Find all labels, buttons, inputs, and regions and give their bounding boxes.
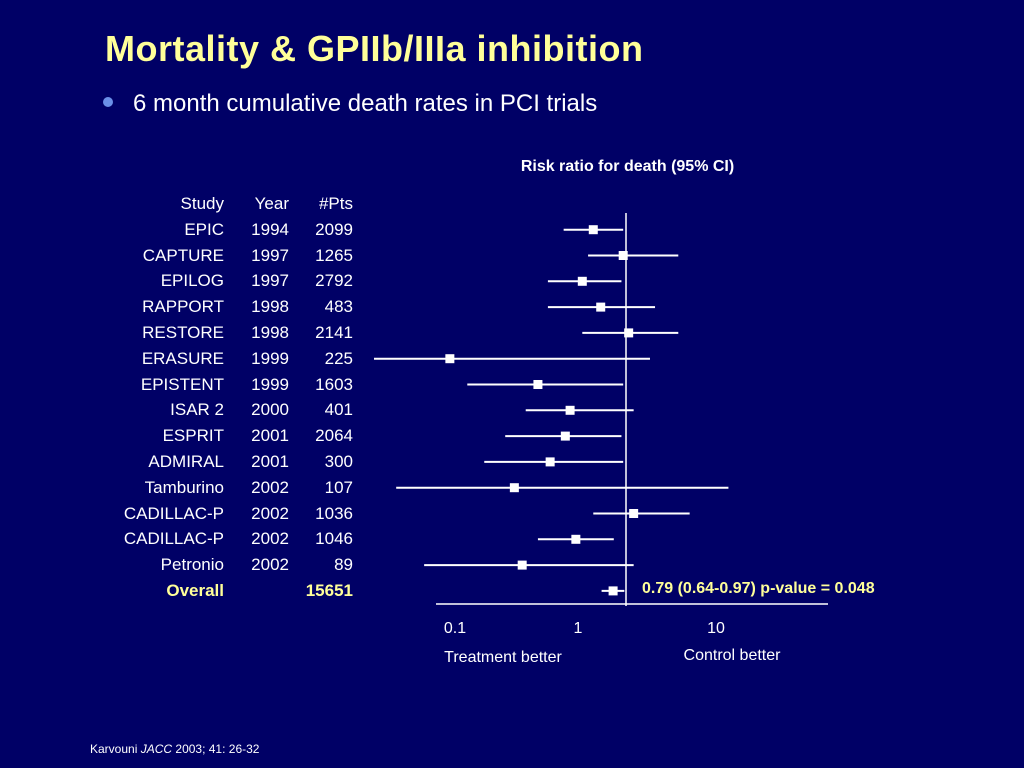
cell-pts: 1036: [315, 503, 353, 523]
cell-year: 2002: [251, 555, 289, 575]
cell-year: 2001: [251, 426, 289, 446]
cell-year: 2002: [251, 503, 289, 523]
cell-study: RAPPORT: [142, 297, 224, 317]
cell-year: 1994: [251, 219, 289, 239]
cell-study: ERASURE: [141, 348, 224, 368]
x-tick-label: 0.1: [444, 620, 466, 637]
citation-ref: 2003; 41: 26-32: [172, 742, 260, 756]
cell-study: EPIC: [184, 219, 224, 239]
cell-pts: 2064: [315, 426, 353, 446]
cell-pts: 1046: [315, 529, 353, 549]
cell-year: 1999: [251, 374, 289, 394]
x-tick-label: 10: [707, 620, 725, 637]
cell-year: 1999: [251, 348, 289, 368]
cell-study: EPILOG: [160, 271, 224, 291]
cell-pts: 107: [324, 477, 353, 497]
citation: Karvouni JACC 2003; 41: 26-32: [90, 742, 259, 756]
bullet-text: 6 month cumulative death rates in PCI tr…: [133, 90, 598, 117]
cell-study: RESTORE: [142, 322, 224, 342]
header-study: Study: [180, 194, 224, 213]
cell-study: ESPRIT: [162, 426, 224, 446]
cell-pts: 2141: [315, 322, 353, 342]
cell-pts: 89: [334, 555, 353, 575]
treatment-better-label: Treatment better: [444, 649, 562, 666]
slide-title: Mortality & GPIIb/IIIa inhibition: [105, 28, 644, 69]
cell-year: 2002: [251, 477, 289, 497]
cell-pts: 2792: [315, 271, 353, 291]
cell-study: Petronio: [160, 555, 224, 575]
control-better-label: Control better: [684, 647, 782, 664]
bullet-dot-icon: [103, 96, 113, 107]
header-year: Year: [254, 194, 289, 213]
citation-author: Karvouni: [90, 742, 138, 756]
cell-year: 1998: [251, 297, 289, 317]
cell-year: 2000: [251, 400, 289, 420]
cell-year: 2001: [251, 451, 289, 471]
chart-title: Risk ratio for death (95% CI): [520, 158, 735, 175]
cell-study: CAPTURE: [142, 245, 224, 265]
cell-study: CADILLAC-P: [123, 529, 224, 549]
citation-journal: JACC: [140, 742, 173, 756]
cell-pts: 483: [324, 297, 353, 317]
cell-study: CADILLAC-P: [123, 503, 224, 523]
bullet-item: 6 month cumulative death rates in PCI tr…: [103, 90, 597, 118]
cell-year: 2002: [251, 529, 289, 549]
cell-year: 1998: [251, 322, 289, 342]
overall-study: Overall: [166, 580, 224, 600]
cell-pts: 1265: [315, 245, 353, 265]
cell-pts: 401: [324, 400, 353, 420]
overall-label: 0.79 (0.64-0.97) p-value = 0.048: [642, 580, 875, 597]
cell-study: EPISTENT: [140, 374, 224, 394]
cell-year: 1997: [251, 271, 289, 291]
cell-year: 1997: [251, 245, 289, 265]
x-tick-label: 1: [574, 620, 583, 637]
cell-study: ADMIRAL: [148, 451, 224, 471]
cell-pts: 1603: [315, 374, 353, 394]
cell-pts: 225: [324, 348, 353, 368]
cell-pts: 2099: [315, 219, 353, 239]
cell-study: Tamburino: [144, 477, 224, 497]
cell-study: ISAR 2: [170, 400, 224, 420]
header-pts: #Pts: [318, 194, 353, 213]
overall-pts: 15651: [305, 580, 353, 600]
cell-pts: 300: [324, 451, 353, 471]
